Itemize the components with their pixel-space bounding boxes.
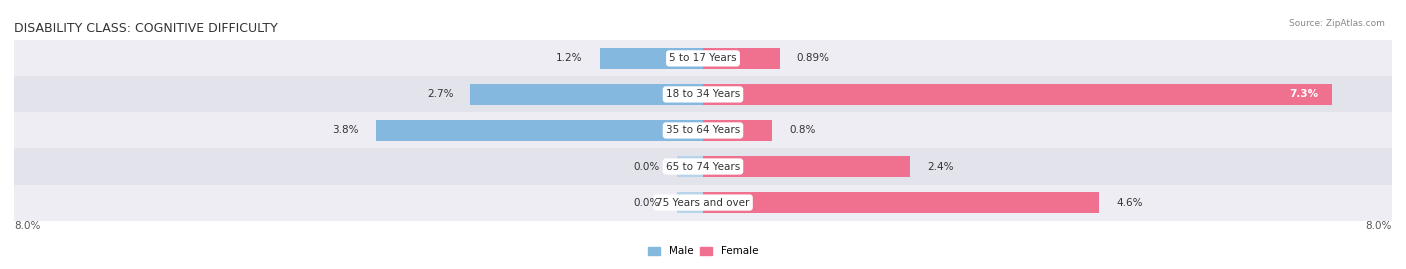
Bar xyxy=(14,112,1392,148)
Text: 2.4%: 2.4% xyxy=(927,161,953,172)
Bar xyxy=(375,120,703,141)
Text: 2.7%: 2.7% xyxy=(427,89,453,100)
Text: 65 to 74 Years: 65 to 74 Years xyxy=(666,161,740,172)
Bar xyxy=(703,48,780,69)
Text: 8.0%: 8.0% xyxy=(14,221,41,231)
Text: 8.0%: 8.0% xyxy=(1365,221,1392,231)
Text: Source: ZipAtlas.com: Source: ZipAtlas.com xyxy=(1289,19,1385,28)
Text: 0.0%: 0.0% xyxy=(634,197,659,208)
Text: 18 to 34 Years: 18 to 34 Years xyxy=(666,89,740,100)
Bar xyxy=(599,48,703,69)
Text: 3.8%: 3.8% xyxy=(332,125,359,136)
Bar xyxy=(678,156,703,177)
Text: 75 Years and over: 75 Years and over xyxy=(657,197,749,208)
Bar xyxy=(14,40,1392,76)
Bar xyxy=(14,148,1392,185)
Text: DISABILITY CLASS: COGNITIVE DIFFICULTY: DISABILITY CLASS: COGNITIVE DIFFICULTY xyxy=(14,22,278,35)
Bar xyxy=(14,185,1392,221)
Text: 0.0%: 0.0% xyxy=(634,161,659,172)
Bar xyxy=(703,120,772,141)
Text: 4.6%: 4.6% xyxy=(1116,197,1143,208)
Text: 35 to 64 Years: 35 to 64 Years xyxy=(666,125,740,136)
Bar xyxy=(471,84,703,105)
Bar xyxy=(703,84,1331,105)
Bar xyxy=(703,156,910,177)
Bar xyxy=(703,192,1099,213)
Text: 5 to 17 Years: 5 to 17 Years xyxy=(669,53,737,63)
Bar xyxy=(678,192,703,213)
Legend: Male, Female: Male, Female xyxy=(644,242,762,260)
Text: 1.2%: 1.2% xyxy=(555,53,582,63)
Text: 0.8%: 0.8% xyxy=(789,125,815,136)
Text: 0.89%: 0.89% xyxy=(797,53,830,63)
Bar xyxy=(14,76,1392,112)
Text: 7.3%: 7.3% xyxy=(1289,89,1319,100)
